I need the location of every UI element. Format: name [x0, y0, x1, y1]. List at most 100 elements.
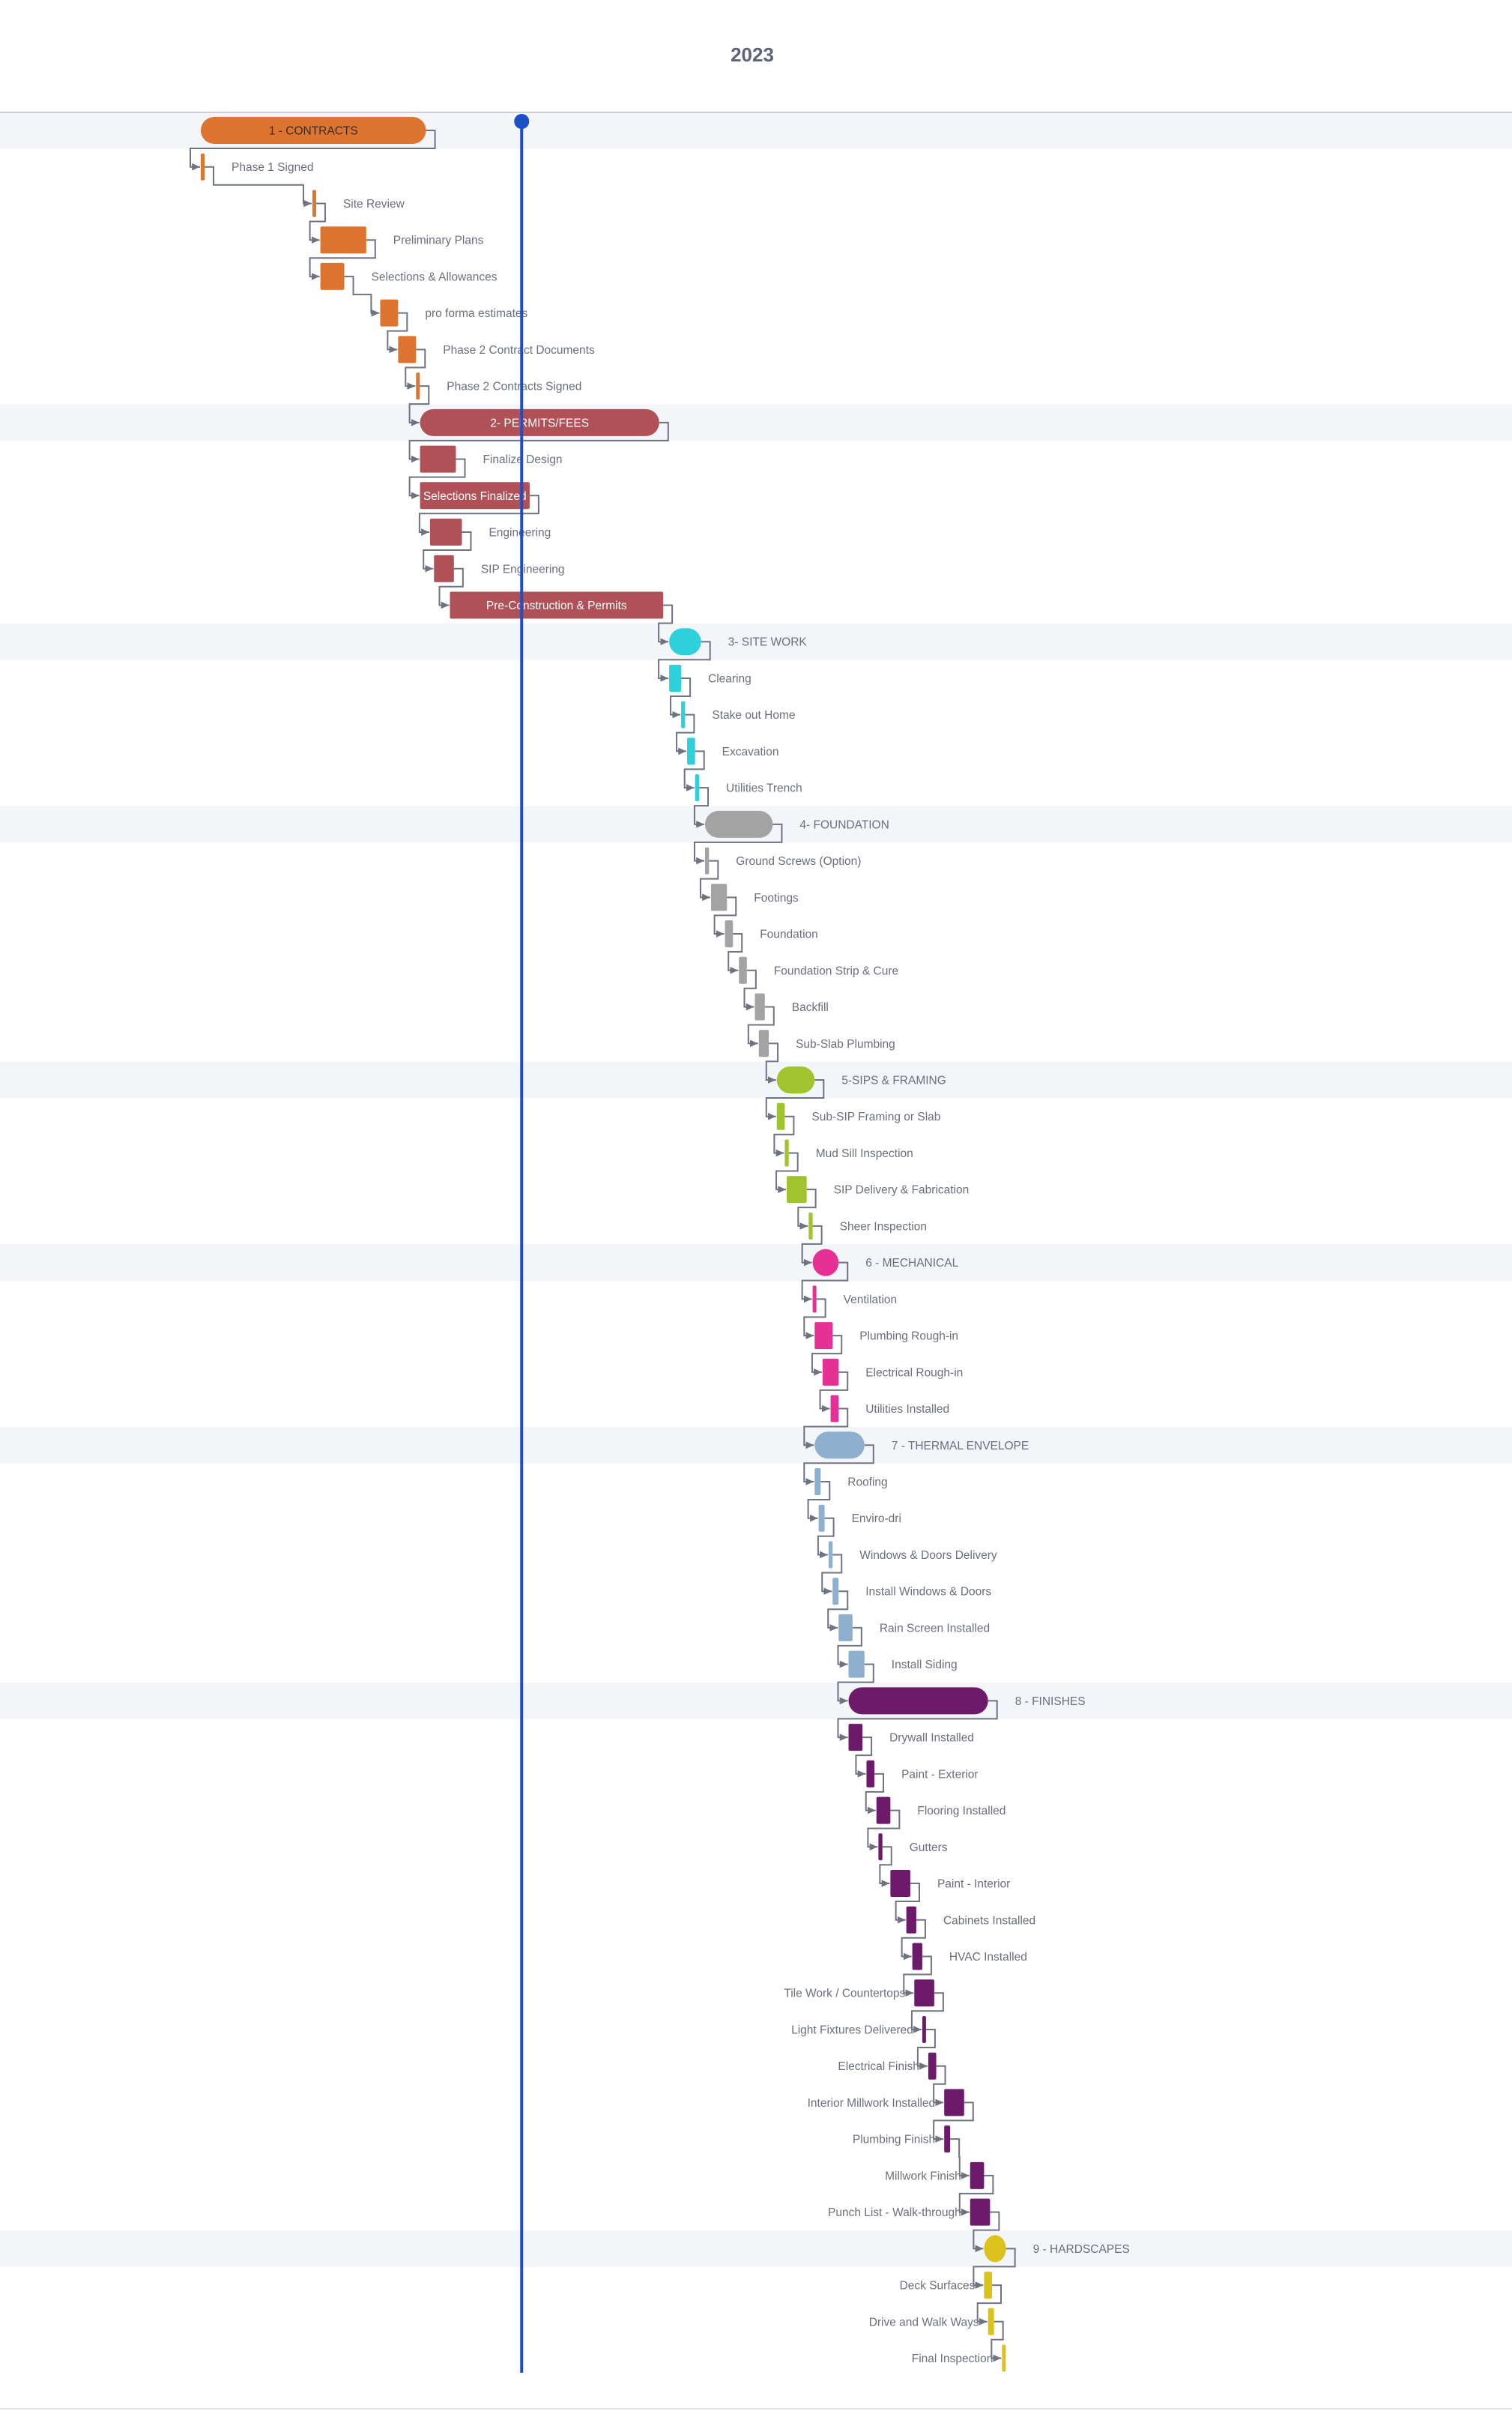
dependency-connector	[991, 2320, 1004, 2362]
dependency-connector	[976, 2284, 1003, 2326]
task-bar-clearing	[669, 664, 682, 692]
dependency-connector	[693, 787, 709, 828]
task-label-sub-sip-framing-or-slab: Sub-SIP Framing or Slab	[811, 1111, 940, 1123]
task-bar-sub-sip-framing-or-slab	[776, 1102, 785, 1130]
task-label-install-windows-doors: Install Windows & Doors	[865, 1586, 991, 1599]
dependency-connector	[910, 1992, 944, 2033]
dependency-connector	[408, 385, 430, 426]
group-bar-4-foundation	[704, 810, 773, 838]
group-bar-2-permits-fees	[420, 408, 659, 436]
task-label-clearing: Clearing	[708, 672, 752, 685]
dependency-connector	[811, 1335, 843, 1376]
dependency-connector	[775, 1152, 799, 1193]
group-label-6-mechanical: 6 - MECHANICAL	[865, 1257, 958, 1270]
group-label-3-site-work: 3- SITE WORK	[728, 636, 808, 649]
group-label-4-foundation: 4- FOUNDATION	[799, 818, 889, 831]
dependency-connector	[773, 1115, 795, 1157]
task-label-windows-doors-delivery: Windows & Doors Delivery	[859, 1549, 997, 1562]
task-bar-hvac-installed	[912, 1943, 922, 1970]
task-bar-enviro-dri	[818, 1504, 825, 1532]
task-label-phase-1-signed: Phase 1 Signed	[232, 161, 313, 174]
dependency-connector	[958, 2174, 994, 2216]
task-bar-finalize-design	[420, 445, 456, 473]
task-bar-selections-allowances	[320, 262, 345, 290]
group-label-9-hardscapes: 9 - HARDSCAPES	[1033, 2243, 1130, 2256]
task-label-drywall-installed: Drywall Installed	[889, 1732, 974, 1745]
task-label-plumbing-finish: Plumbing Finish	[853, 2134, 935, 2146]
task-bar-electrical-finish	[928, 2052, 937, 2080]
dependency-connector	[670, 677, 692, 719]
task-label-gutters: Gutters	[910, 1841, 948, 1854]
dependency-connector	[205, 166, 312, 208]
dependency-connector	[865, 1772, 885, 1814]
group-band	[0, 2230, 1512, 2267]
group-bar-5-sips-framing	[776, 1066, 815, 1093]
task-label-utilities-trench: Utilities Trench	[726, 782, 802, 795]
task-label-ground-screws-option: Ground Screws (Option)	[736, 855, 861, 868]
task-label-light-fixtures-delivered: Light Fixtures Delivered	[791, 2024, 913, 2036]
group-label-1-contracts: 1 - CONTRACTS	[269, 125, 358, 138]
dependency-connector	[405, 348, 426, 390]
task-bar-site-review	[312, 190, 316, 217]
dependency-connector	[658, 604, 674, 646]
dependency-connector	[855, 1736, 873, 1778]
task-label-phase-2-contract-documents: Phase 2 Contract Documents	[443, 344, 595, 357]
task-bar-preliminary-plans	[320, 226, 366, 254]
dependency-connector	[837, 1700, 998, 1741]
task-label-selections-allowances: Selections & Allowances	[372, 271, 498, 283]
task-bar-final-inspection	[1002, 2344, 1006, 2372]
dependency-connector	[699, 860, 719, 902]
task-label-electrical-finish: Electrical Finish	[838, 2060, 919, 2073]
group-bar-6-mechanical	[812, 1249, 839, 1276]
task-bar-mud-sill-inspection	[784, 1139, 789, 1167]
dependency-connector	[973, 2248, 1016, 2289]
task-label-deck-surfaces: Deck Surfaces	[900, 2280, 976, 2293]
task-bar-sheer-inspection	[808, 1212, 813, 1240]
dependency-connector	[658, 641, 711, 682]
task-label-rain-screen-installed: Rain Screen Installed	[880, 1622, 990, 1635]
task-label-stake-out-home: Stake out Home	[712, 709, 795, 722]
dependency-connector	[728, 933, 743, 974]
dependency-connector	[676, 713, 695, 755]
dependency-connector	[747, 1006, 775, 1048]
task-bar-drive-and-walk-ways	[988, 2308, 994, 2335]
group-label-8-finishes: 8 - FINISHES	[1015, 1695, 1086, 1708]
task-bar-engineering	[429, 519, 462, 546]
task-bar-backfill	[755, 993, 765, 1021]
task-label-ventilation: Ventilation	[844, 1294, 898, 1306]
dependency-connector	[916, 2028, 936, 2070]
today-marker-dot[interactable]	[514, 114, 530, 129]
dependency-connector	[895, 1883, 920, 1924]
task-label-final-inspection: Final Inspection	[912, 2353, 994, 2365]
task-bar-roofing	[814, 1468, 821, 1496]
task-bar-flooring-installed	[876, 1796, 891, 1824]
task-bar-paint-exterior	[866, 1760, 875, 1787]
dependency-connector	[190, 130, 436, 171]
dependency-connector	[693, 823, 783, 865]
task-label-interior-millwork-installed: Interior Millwork Installed	[808, 2097, 936, 2110]
task-bar-foundation	[725, 920, 734, 948]
dependency-connector	[713, 896, 737, 938]
task-bars: 1 - CONTRACTS Phase 1 Signed Site Review Pr…	[201, 117, 1130, 2372]
group-bar-7-thermal-envelope	[814, 1431, 865, 1459]
group-band	[0, 404, 1512, 441]
task-label-foundation: Foundation	[760, 929, 818, 941]
task-label-millwork-finish: Millwork Finish	[885, 2170, 961, 2182]
task-bar-phase-2-contracts-signed	[416, 372, 420, 400]
group-band	[0, 1683, 1512, 1719]
dependency-connector	[973, 2211, 1000, 2253]
task-bar-electrical-rough-in	[822, 1358, 839, 1386]
task-bar-millwork-finish	[970, 2161, 985, 2189]
task-bar-plumbing-finish	[944, 2125, 951, 2153]
task-label-punch-list-walk-through: Punch List - Walk-through	[828, 2206, 961, 2219]
dependency-connector	[933, 2065, 946, 2107]
task-label-pre-construction-permits: Pre-Construction & Permits	[486, 600, 627, 612]
dependency-connector	[309, 239, 376, 280]
task-bar-selections-finalized	[420, 482, 530, 510]
dependency-connector	[807, 1481, 831, 1522]
task-bar-install-siding	[848, 1650, 865, 1678]
task-bar-utilities-trench	[695, 774, 699, 802]
dependency-connector	[423, 531, 472, 573]
dependency-connector	[817, 1517, 835, 1559]
task-bar-tile-work-countertops	[914, 1979, 934, 2007]
